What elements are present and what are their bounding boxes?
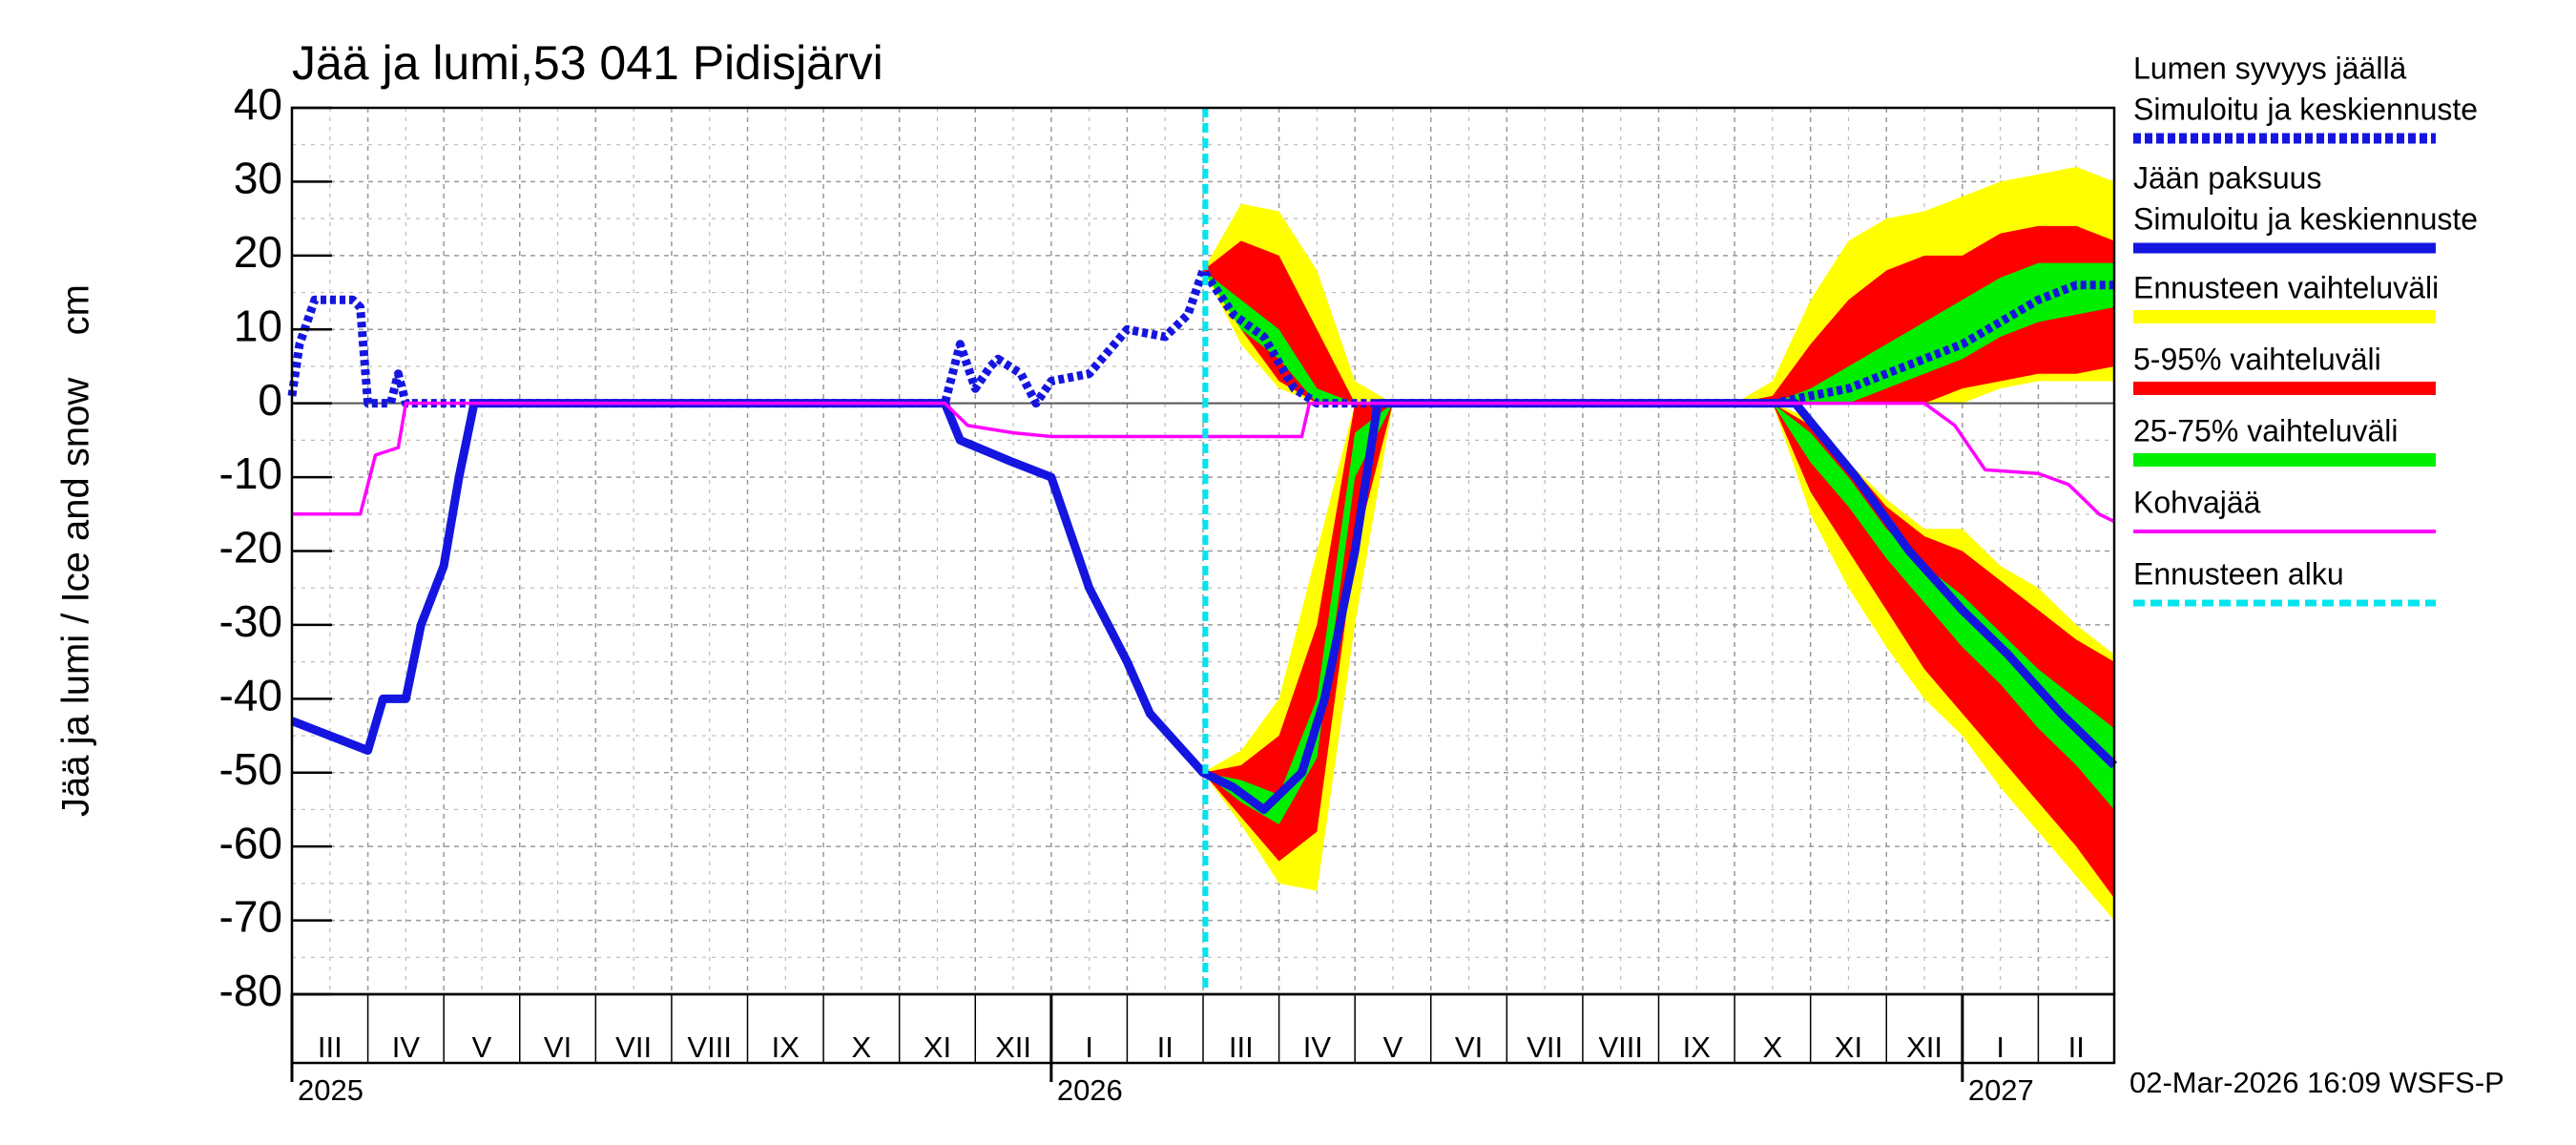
x-tick-label: I bbox=[1996, 1030, 2005, 1064]
year-label: 2025 bbox=[298, 1073, 364, 1107]
y-tick-label: -80 bbox=[219, 966, 282, 1015]
forecast-band bbox=[1203, 403, 2114, 899]
x-tick-label: VIII bbox=[687, 1030, 732, 1064]
footer: 02-Mar-2026 16:09 WSFS-P bbox=[2129, 1066, 2504, 1099]
series-line bbox=[292, 401, 2115, 524]
legend-label: Lumen syvyys jäällä bbox=[2133, 51, 2407, 85]
year-label: 2026 bbox=[1057, 1073, 1123, 1107]
legend-note: Simuloitu ja keskiennuste bbox=[2133, 201, 2478, 236]
y-tick-label: -40 bbox=[219, 670, 282, 719]
x-tick-label: IV bbox=[1303, 1030, 1332, 1064]
x-tick-label: II bbox=[1157, 1030, 1174, 1064]
y-tick-label: 0 bbox=[258, 375, 282, 425]
y-tick-label: -20 bbox=[219, 523, 282, 572]
legend-label: Ennusteen vaihteluväli bbox=[2133, 270, 2439, 304]
x-tick-label: VI bbox=[544, 1030, 571, 1064]
legend-label: 25-75% vaihteluväli bbox=[2133, 413, 2399, 448]
y-tick-label: 20 bbox=[234, 227, 282, 277]
legend-note: Simuloitu ja keskiennuste bbox=[2133, 92, 2478, 126]
x-tick-label: IX bbox=[1683, 1030, 1712, 1064]
year-label: 2027 bbox=[1968, 1073, 2034, 1107]
x-tick-label: VII bbox=[1527, 1030, 1563, 1064]
x-tick-label: XI bbox=[924, 1030, 951, 1064]
x-tick-label: VII bbox=[615, 1030, 652, 1064]
y-tick-label: 10 bbox=[234, 301, 282, 350]
x-tick-label: V bbox=[1383, 1030, 1403, 1064]
chart-title: Jää ja lumi,53 041 Pidisjärvi bbox=[292, 36, 883, 90]
x-tick-label: IV bbox=[392, 1030, 421, 1064]
x-tick-label: X bbox=[1763, 1030, 1783, 1064]
x-tick-label: II bbox=[2068, 1030, 2085, 1064]
series-line bbox=[290, 399, 2118, 814]
x-tick-label: XII bbox=[995, 1030, 1031, 1064]
x-tick-label: VI bbox=[1455, 1030, 1483, 1064]
y-tick-label: -70 bbox=[219, 892, 282, 942]
x-tick-label: III bbox=[1229, 1030, 1254, 1064]
y-tick-label: -60 bbox=[219, 818, 282, 867]
legend-label: 5-95% vaihteluväli bbox=[2133, 342, 2381, 376]
series-line bbox=[287, 265, 2114, 408]
legend-label: Ennusteen alku bbox=[2133, 556, 2344, 591]
y-tick-label: 30 bbox=[234, 154, 282, 203]
x-tick-label: IX bbox=[772, 1030, 800, 1064]
x-tick-label: X bbox=[852, 1030, 872, 1064]
y-tick-label: -50 bbox=[219, 744, 282, 794]
y-tick-label: 40 bbox=[234, 79, 282, 129]
legend-label: Jään paksuus bbox=[2133, 160, 2321, 195]
x-tick-label: XI bbox=[1835, 1030, 1862, 1064]
x-tick-label: III bbox=[318, 1030, 343, 1064]
legend-label: Kohvajää bbox=[2133, 485, 2261, 519]
y-tick-label: -30 bbox=[219, 596, 282, 646]
y-axis-label: Jää ja lumi / Ice and snow cm bbox=[55, 284, 97, 817]
x-tick-label: I bbox=[1085, 1030, 1093, 1064]
x-tick-label: XII bbox=[1906, 1030, 1942, 1064]
y-tick-label: -10 bbox=[219, 448, 282, 498]
x-tick-label: VIII bbox=[1598, 1030, 1643, 1064]
x-tick-label: V bbox=[472, 1030, 492, 1064]
forecast-band bbox=[1203, 262, 2114, 404]
